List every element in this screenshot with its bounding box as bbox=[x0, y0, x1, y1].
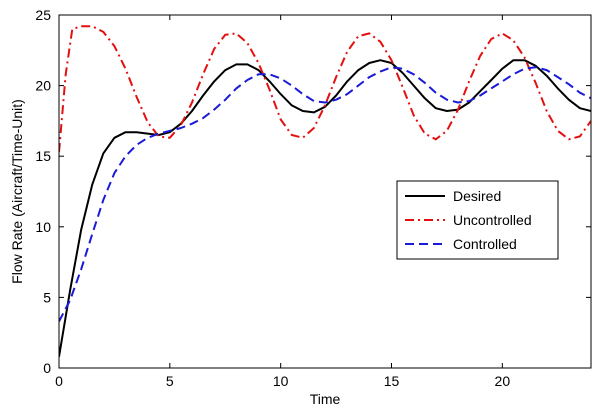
y-tick-label: 20 bbox=[35, 78, 51, 94]
x-axis-title: Time bbox=[310, 391, 341, 407]
x-tick-label: 0 bbox=[55, 373, 63, 389]
legend-label-desired: Desired bbox=[453, 188, 501, 204]
y-tick-label: 15 bbox=[35, 148, 51, 164]
ticks-layer: 0 5 10 15 20 0 5 10 15 20 25 bbox=[35, 7, 591, 389]
series-line-controlled bbox=[59, 66, 591, 322]
x-tick-label: 5 bbox=[166, 373, 174, 389]
series-layer bbox=[59, 25, 591, 357]
y-tick-label: 5 bbox=[43, 289, 51, 305]
y-axis-title: Flow Rate (Aircraft/Time-Unit) bbox=[9, 99, 25, 284]
y-tick-label: 25 bbox=[35, 7, 51, 23]
x-tick-label: 10 bbox=[273, 373, 289, 389]
legend-label-uncontrolled: Uncontrolled bbox=[453, 212, 532, 228]
y-tick-label: 0 bbox=[43, 360, 51, 376]
legend-box bbox=[396, 180, 559, 260]
x-tick-label: 20 bbox=[495, 373, 511, 389]
y-tick-label: 10 bbox=[35, 219, 51, 235]
plot-frame bbox=[58, 14, 592, 369]
legend: Desired Uncontrolled Controlled bbox=[396, 180, 559, 260]
legend-label-controlled: Controlled bbox=[453, 236, 517, 252]
x-tick-label: 15 bbox=[384, 373, 400, 389]
series-line-uncontrolled bbox=[59, 25, 591, 153]
